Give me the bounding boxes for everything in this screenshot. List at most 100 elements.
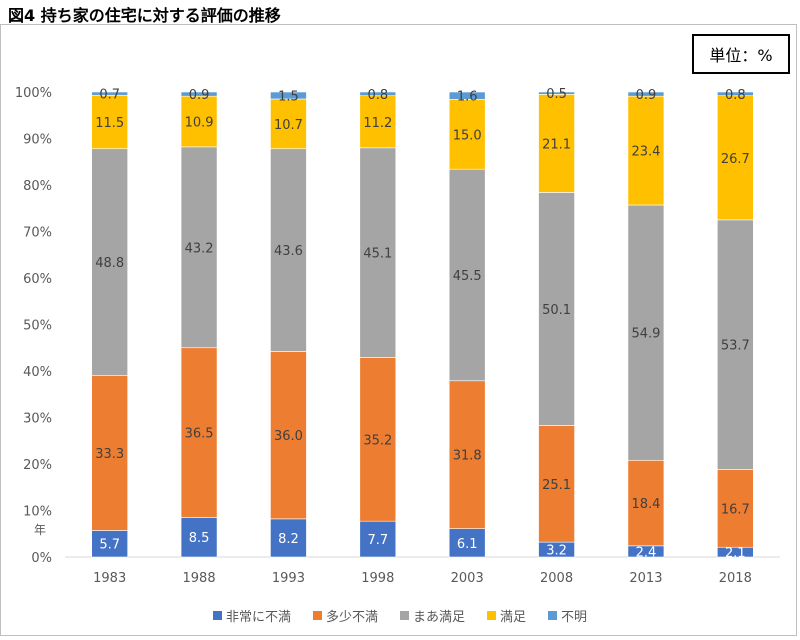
data-label: 7.7 [367, 533, 388, 548]
legend-swatch [212, 611, 222, 620]
legend-item: まあ満足 [399, 606, 465, 625]
data-label: 43.2 [185, 241, 214, 256]
data-label: 1.6 [457, 90, 478, 105]
legend-swatch [399, 611, 409, 620]
bar-segment [538, 425, 575, 543]
data-label: 8.5 [189, 531, 210, 546]
data-label: 45.1 [363, 247, 392, 262]
data-label: 50.1 [542, 303, 571, 318]
bar-segment [717, 219, 754, 470]
data-label: 43.6 [274, 244, 303, 259]
data-label: 0.9 [189, 88, 210, 103]
bar-segment [270, 98, 307, 150]
x-tick-label: 1998 [361, 571, 394, 586]
data-label: 0.7 [99, 88, 120, 103]
data-label: 2.4 [636, 545, 657, 560]
bar-segment [359, 95, 397, 149]
data-label: 10.9 [185, 116, 214, 131]
data-label: 21.1 [542, 137, 571, 152]
data-label: 31.8 [453, 449, 482, 464]
chart-title: 図4 持ち家の住宅に対する評価の推移 [8, 6, 281, 25]
data-label: 2.1 [725, 546, 746, 561]
y-tick-label: 70% [23, 226, 52, 241]
data-label: 0.9 [636, 88, 657, 103]
y-tick-label: 90% [23, 133, 52, 148]
y-tick-label: 0% [31, 551, 52, 566]
data-label: 0.5 [546, 87, 567, 102]
data-label: 54.9 [631, 327, 660, 342]
bar-segment [91, 375, 128, 531]
bar-segment [717, 95, 754, 221]
data-label: 15.0 [453, 128, 482, 143]
bar-segment [448, 380, 486, 529]
y-tick-label: 50% [23, 319, 52, 334]
bar-segment [270, 518, 307, 558]
legend-item: 満足 [487, 606, 526, 625]
legend-item: 非常に不満 [212, 606, 291, 625]
data-label: 10.7 [274, 118, 303, 133]
bar-segment [180, 91, 218, 97]
legend-swatch [312, 611, 322, 620]
bar-segment [180, 517, 218, 558]
x-unit-label: 年 [34, 523, 46, 537]
bar-segment [91, 91, 128, 96]
bar-segment [359, 520, 397, 558]
data-label: 3.2 [546, 544, 567, 559]
x-tick-label: 2018 [719, 571, 752, 586]
x-tick-label: 1993 [272, 571, 305, 586]
bar-segment [91, 148, 128, 376]
legend-swatch [548, 611, 558, 620]
data-label: 25.1 [542, 478, 571, 493]
data-label: 26.7 [721, 152, 750, 167]
bar-segment [359, 91, 397, 97]
data-label: 45.5 [453, 269, 482, 284]
data-label: 33.3 [95, 447, 124, 462]
bar-segment [359, 147, 397, 358]
y-tick-label: 100% [15, 86, 52, 101]
legend-label: 多少不満 [325, 610, 378, 625]
x-tick-label: 2013 [629, 571, 662, 586]
y-tick-label: 60% [23, 272, 52, 287]
legend-label: 不明 [561, 610, 588, 625]
legend-label: 非常に不満 [225, 610, 291, 625]
data-label: 16.7 [721, 502, 750, 517]
data-label: 5.7 [99, 538, 120, 553]
data-label: 36.0 [274, 429, 303, 444]
data-label: 6.1 [457, 537, 478, 552]
bar-segment [448, 91, 486, 100]
bar-segment [359, 357, 397, 522]
data-label: 48.8 [95, 256, 124, 271]
y-tick-label: 40% [23, 365, 52, 380]
bar-segment [538, 192, 575, 426]
chart-frame [0, 24, 797, 636]
x-tick-label: 2008 [540, 571, 573, 586]
bar-segment [717, 91, 754, 97]
data-label: 18.4 [631, 497, 660, 512]
bar-segment [538, 94, 575, 193]
bar-segment [180, 146, 218, 349]
data-label: 35.2 [363, 433, 392, 448]
y-tick-label: 10% [23, 505, 52, 520]
x-tick-label: 2003 [451, 571, 484, 586]
y-tick-label: 20% [23, 458, 52, 473]
legend-swatch [487, 611, 496, 620]
bar-segment [717, 469, 754, 548]
unit-label: 単位：% [692, 34, 790, 74]
y-tick-label: 30% [23, 412, 52, 427]
bar-segment [91, 94, 128, 150]
data-label: 1.5 [278, 89, 299, 104]
bar-segment [270, 148, 307, 352]
data-label: 0.8 [725, 88, 746, 103]
x-tick-label: 1983 [93, 571, 126, 586]
data-label: 11.5 [95, 116, 124, 131]
data-label: 11.2 [363, 116, 392, 131]
bar-segment [538, 91, 575, 95]
bar-segment [448, 99, 486, 170]
data-label: 8.2 [278, 532, 299, 547]
y-tick-label: 80% [23, 179, 52, 194]
data-label: 0.8 [367, 88, 388, 103]
data-label: 53.7 [721, 339, 750, 354]
bar-segment [270, 91, 307, 100]
legend-label: 満足 [500, 610, 527, 625]
bar-segment [448, 168, 486, 382]
